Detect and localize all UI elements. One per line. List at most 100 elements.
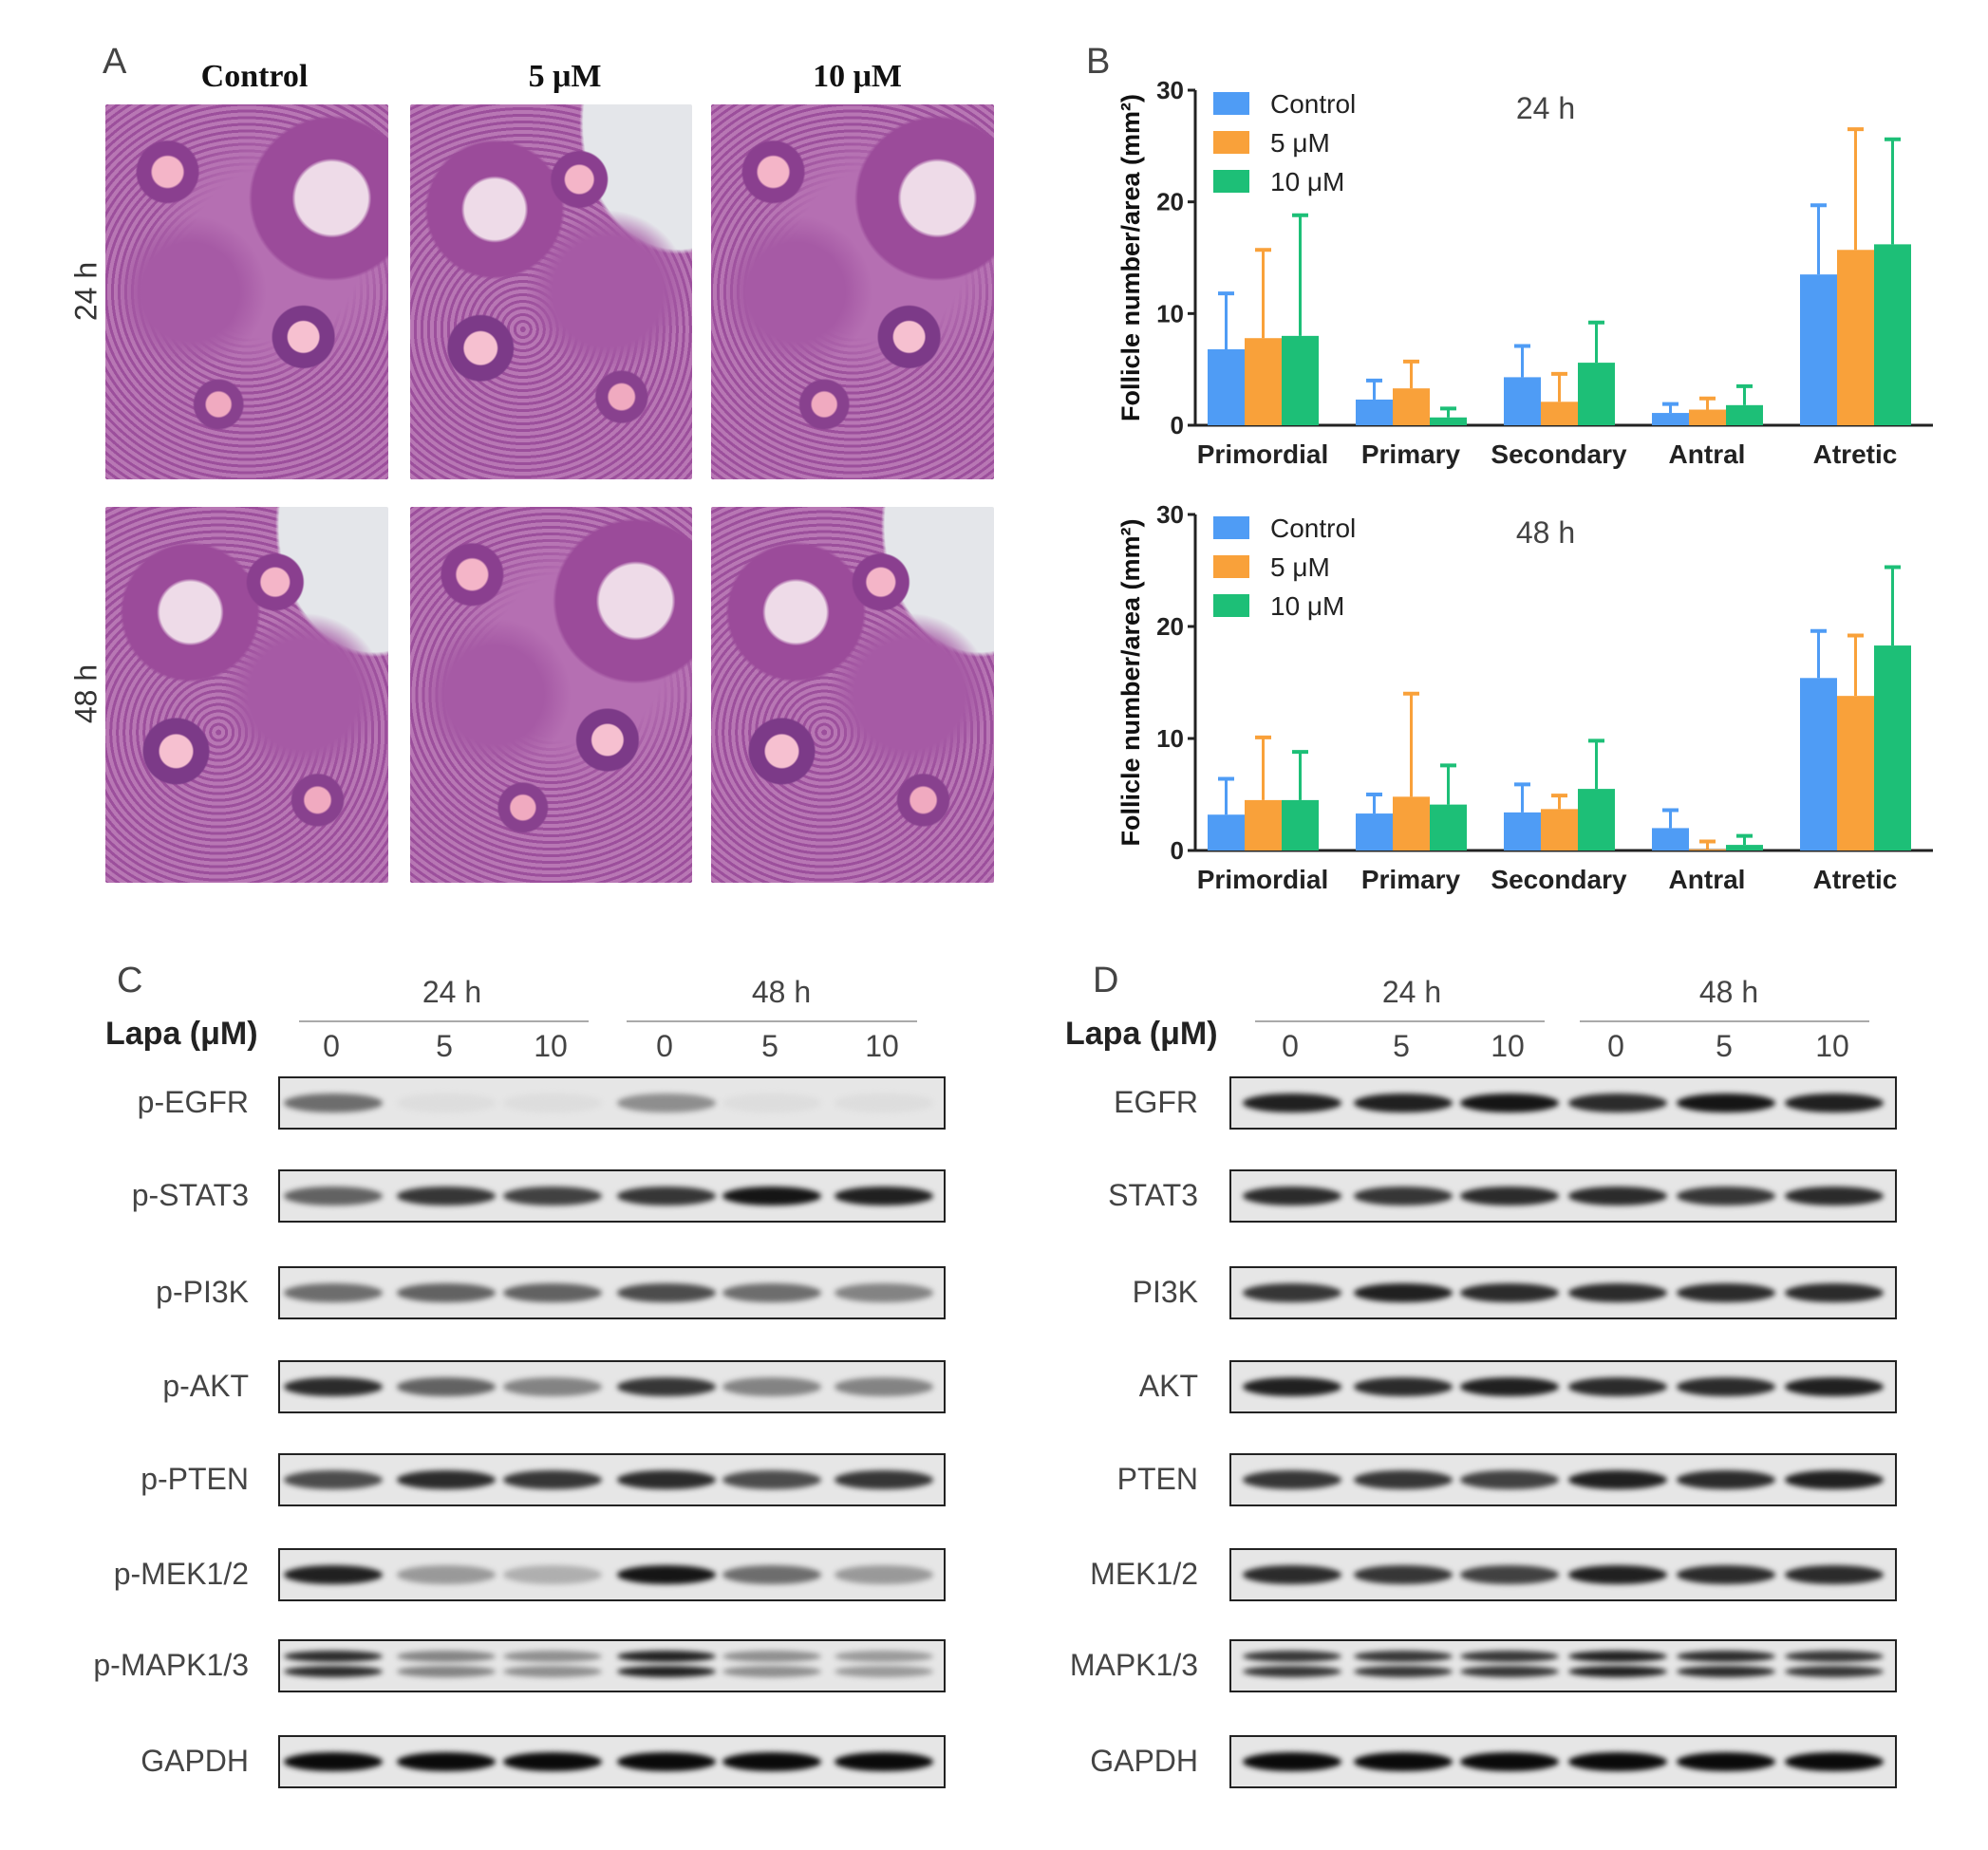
lane-label: 0 bbox=[1607, 1029, 1624, 1063]
bar bbox=[1504, 812, 1541, 850]
blot-label: PTEN bbox=[1116, 1462, 1198, 1496]
dose-label: Lapa (μM) bbox=[105, 1016, 258, 1052]
chart-title: 48 h bbox=[1516, 515, 1575, 550]
blot-band bbox=[1354, 1093, 1453, 1112]
bar bbox=[1837, 696, 1874, 850]
bar bbox=[1245, 799, 1282, 850]
category-label: Primary bbox=[1361, 865, 1461, 894]
bar bbox=[1578, 789, 1615, 850]
histology-image-48h-control bbox=[105, 507, 388, 883]
blot-band bbox=[1460, 1187, 1559, 1205]
bar bbox=[1541, 809, 1578, 850]
blot-band bbox=[835, 1283, 933, 1302]
blot-band bbox=[617, 1093, 716, 1112]
y-axis-label: Follicle number/area (mm²) bbox=[1116, 94, 1145, 421]
lane-label: 10 bbox=[534, 1029, 568, 1063]
blot-band bbox=[617, 1283, 716, 1302]
blot-image bbox=[1229, 1169, 1897, 1223]
blot-label: GAPDH bbox=[141, 1744, 249, 1778]
time-label: 24 h bbox=[422, 975, 482, 1009]
blot-band bbox=[1568, 1093, 1667, 1112]
time-label: 48 h bbox=[751, 975, 812, 1009]
category-label: Secondary bbox=[1491, 439, 1627, 469]
blot-band bbox=[503, 1565, 602, 1584]
blot-label: p-PTEN bbox=[141, 1462, 249, 1496]
blot-label: AKT bbox=[1138, 1369, 1198, 1403]
blot-band bbox=[397, 1752, 496, 1771]
blot-band bbox=[397, 1283, 496, 1302]
blot-band bbox=[722, 1283, 821, 1302]
blot-band bbox=[835, 1565, 933, 1584]
follicle-bar-charts: 0 10 20 30 Follicle number/area (mm²) 24 h Con… bbox=[1116, 76, 1933, 894]
blot-label: p-PI3K bbox=[156, 1275, 249, 1309]
blot-band bbox=[1677, 1283, 1775, 1302]
time-group-line bbox=[1255, 1020, 1545, 1022]
blot-image bbox=[1229, 1453, 1897, 1506]
time-group-line bbox=[299, 1020, 589, 1022]
blot-band bbox=[1243, 1565, 1341, 1584]
blot-label: p-MAPK1/3 bbox=[93, 1648, 249, 1682]
panel-c-label: C bbox=[117, 961, 143, 1000]
blot-band bbox=[1785, 1470, 1884, 1489]
legend-label: Control bbox=[1270, 89, 1356, 119]
blot-band bbox=[1243, 1651, 1341, 1662]
blot-band bbox=[722, 1651, 821, 1662]
panel-b-label: B bbox=[1086, 42, 1111, 82]
category-label: Secondary bbox=[1491, 865, 1627, 894]
histology-image-24h-5um bbox=[410, 104, 692, 479]
legend-swatch bbox=[1213, 131, 1249, 154]
category-label: Atretic bbox=[1813, 865, 1898, 894]
category-label: Antral bbox=[1669, 865, 1746, 894]
blot-band bbox=[617, 1752, 716, 1771]
blot-band bbox=[1243, 1187, 1341, 1205]
bar bbox=[1541, 402, 1578, 425]
blot-band bbox=[1568, 1666, 1667, 1677]
legend-label: 5 μM bbox=[1270, 552, 1330, 582]
y-tick-label: 30 bbox=[1156, 76, 1184, 104]
legend-label: 10 μM bbox=[1270, 591, 1344, 621]
blot-label: GAPDH bbox=[1090, 1744, 1198, 1778]
blot-band bbox=[397, 1187, 496, 1205]
blot-image bbox=[278, 1548, 946, 1601]
blot-band bbox=[835, 1752, 933, 1771]
blot-band bbox=[1677, 1651, 1775, 1662]
blot-label: STAT3 bbox=[1108, 1178, 1198, 1212]
category-label: Antral bbox=[1669, 439, 1746, 469]
bar bbox=[1726, 404, 1763, 425]
blot-band bbox=[1568, 1377, 1667, 1396]
chart-title: 24 h bbox=[1516, 91, 1575, 125]
blot-band bbox=[1677, 1752, 1775, 1771]
blot-label: MEK1/2 bbox=[1090, 1557, 1198, 1591]
blot-band bbox=[1243, 1470, 1341, 1489]
lane-label: 0 bbox=[656, 1029, 673, 1063]
blot-band bbox=[284, 1283, 383, 1302]
blot-band bbox=[503, 1752, 602, 1771]
bar bbox=[1282, 799, 1319, 850]
blot-image bbox=[278, 1076, 946, 1130]
blot-band bbox=[835, 1377, 933, 1396]
bar bbox=[1208, 348, 1245, 425]
blot-image bbox=[278, 1360, 946, 1413]
blot-image bbox=[278, 1266, 946, 1319]
blot-image bbox=[1229, 1548, 1897, 1601]
bar bbox=[1393, 796, 1430, 850]
blot-band bbox=[835, 1666, 933, 1677]
blot-band bbox=[284, 1470, 383, 1489]
bar bbox=[1726, 845, 1763, 850]
bar bbox=[1652, 828, 1689, 850]
legend-label: 5 μM bbox=[1270, 128, 1330, 158]
blot-band bbox=[397, 1651, 496, 1662]
bar bbox=[1800, 678, 1837, 850]
blot-label: p-STAT3 bbox=[131, 1178, 249, 1212]
blot-band bbox=[722, 1377, 821, 1396]
category-label: Atretic bbox=[1813, 439, 1898, 469]
bar bbox=[1430, 417, 1467, 425]
blot-band bbox=[1354, 1565, 1453, 1584]
category-label: Primordial bbox=[1197, 865, 1328, 894]
time-group-line bbox=[1580, 1020, 1869, 1022]
blot-image bbox=[1229, 1639, 1897, 1692]
blot-band bbox=[1568, 1752, 1667, 1771]
blot-band bbox=[284, 1093, 383, 1112]
column-title-control: Control bbox=[200, 59, 309, 94]
blot-band bbox=[284, 1377, 383, 1396]
